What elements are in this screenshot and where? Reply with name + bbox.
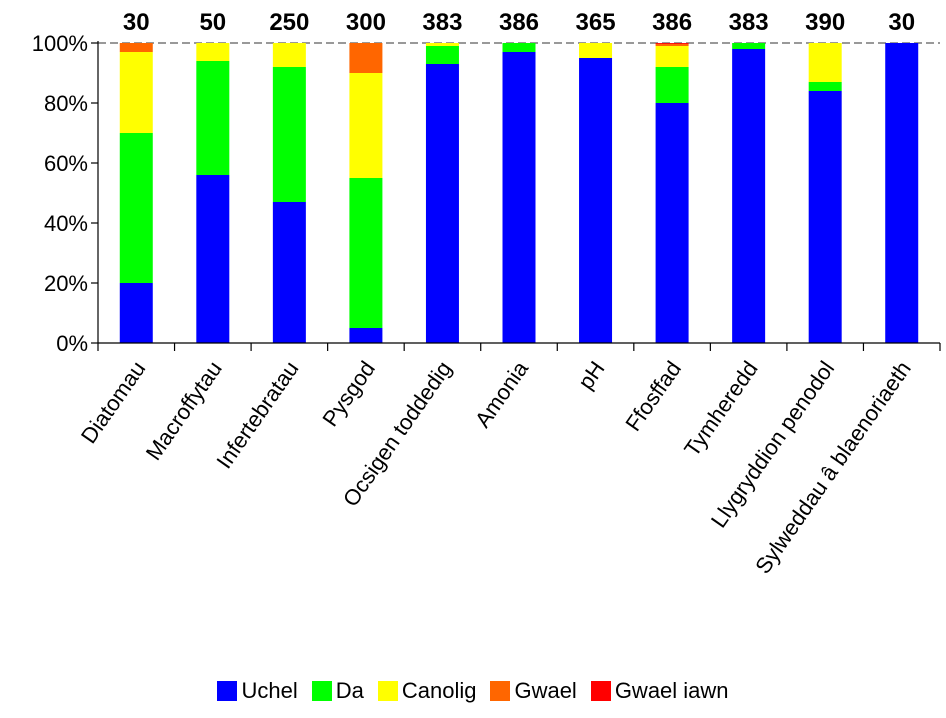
x-category-label: Infertebratau xyxy=(211,357,303,474)
legend-label: Da xyxy=(335,678,364,703)
x-category-label: Pysgod xyxy=(317,357,380,431)
count-label: 386 xyxy=(652,9,692,36)
bar-segment xyxy=(808,91,842,343)
bar-segment xyxy=(349,178,383,328)
count-label: 30 xyxy=(888,9,915,36)
count-label: 300 xyxy=(346,9,386,36)
count-label: 390 xyxy=(805,9,845,36)
x-category-label: Macroffytau xyxy=(141,357,227,465)
bar-segment xyxy=(119,283,153,343)
bar-segment xyxy=(655,43,689,44)
bar-segment xyxy=(655,46,689,67)
bar-segment xyxy=(196,43,230,61)
count-label: 383 xyxy=(729,9,769,36)
legend-item: Canolig xyxy=(377,678,477,704)
legend-swatch xyxy=(377,681,398,701)
legend-swatch xyxy=(590,681,611,701)
bar-segment xyxy=(425,46,459,64)
bar-segment xyxy=(349,43,383,73)
legend-label: Gwael xyxy=(514,678,577,703)
bar-segment xyxy=(885,43,919,343)
bar-segment xyxy=(272,67,306,202)
count-label: 383 xyxy=(422,9,462,36)
bar-segment xyxy=(119,133,153,283)
y-tick-label: 100% xyxy=(32,31,88,56)
y-tick-label: 60% xyxy=(44,151,88,176)
x-category-label: Sylweddau â blaenoriaeth xyxy=(750,357,916,579)
bar-segment xyxy=(655,103,689,343)
count-label: 386 xyxy=(499,9,539,36)
x-category-label: Diatomau xyxy=(76,357,150,448)
bar-segment xyxy=(272,202,306,343)
count-label: 365 xyxy=(576,9,616,36)
bar-segment xyxy=(502,52,536,343)
bar-segment xyxy=(272,43,306,67)
bar-segment xyxy=(349,73,383,178)
bar-segment xyxy=(732,49,766,343)
x-category-label: Amonia xyxy=(470,356,534,432)
bar-segment xyxy=(655,67,689,103)
x-category-label: Tymheredd xyxy=(679,357,763,461)
legend-item: Gwael xyxy=(490,678,577,704)
count-label: 250 xyxy=(269,9,309,36)
y-tick-label: 40% xyxy=(44,211,88,236)
legend-item: Uchel xyxy=(217,678,298,704)
bar-segment xyxy=(808,82,842,91)
legend-item: Da xyxy=(311,678,364,704)
bar-segment xyxy=(425,43,459,46)
bar-segment xyxy=(579,58,613,343)
legend-swatch xyxy=(217,681,238,701)
bar-segment xyxy=(196,175,230,343)
bar-segment xyxy=(196,61,230,175)
chart-legend: Uchel Da Canolig Gwael Gwael iawn xyxy=(0,678,946,704)
y-tick-label: 80% xyxy=(44,91,88,116)
legend-label: Canolig xyxy=(401,678,477,703)
bar-segment xyxy=(119,52,153,133)
bar-segment xyxy=(349,328,383,343)
count-label: 50 xyxy=(199,9,226,36)
bar-segment xyxy=(502,43,536,52)
y-tick-label: 20% xyxy=(44,271,88,296)
bar-segment xyxy=(808,43,842,82)
bar-segment xyxy=(425,64,459,343)
bar-segment xyxy=(119,43,153,52)
legend-label: Gwael iawn xyxy=(614,678,729,703)
legend-item: Gwael iawn xyxy=(590,678,729,704)
bar-segment xyxy=(579,43,613,58)
legend-swatch xyxy=(490,681,511,701)
legend-label: Uchel xyxy=(241,678,298,703)
x-category-label: pH xyxy=(573,357,610,394)
bar-segment xyxy=(732,43,766,49)
bar-segment xyxy=(655,43,689,46)
legend-swatch xyxy=(311,681,332,701)
count-label: 30 xyxy=(123,9,150,36)
y-tick-label: 0% xyxy=(56,331,88,356)
x-category-label: Ffosffad xyxy=(620,357,686,436)
